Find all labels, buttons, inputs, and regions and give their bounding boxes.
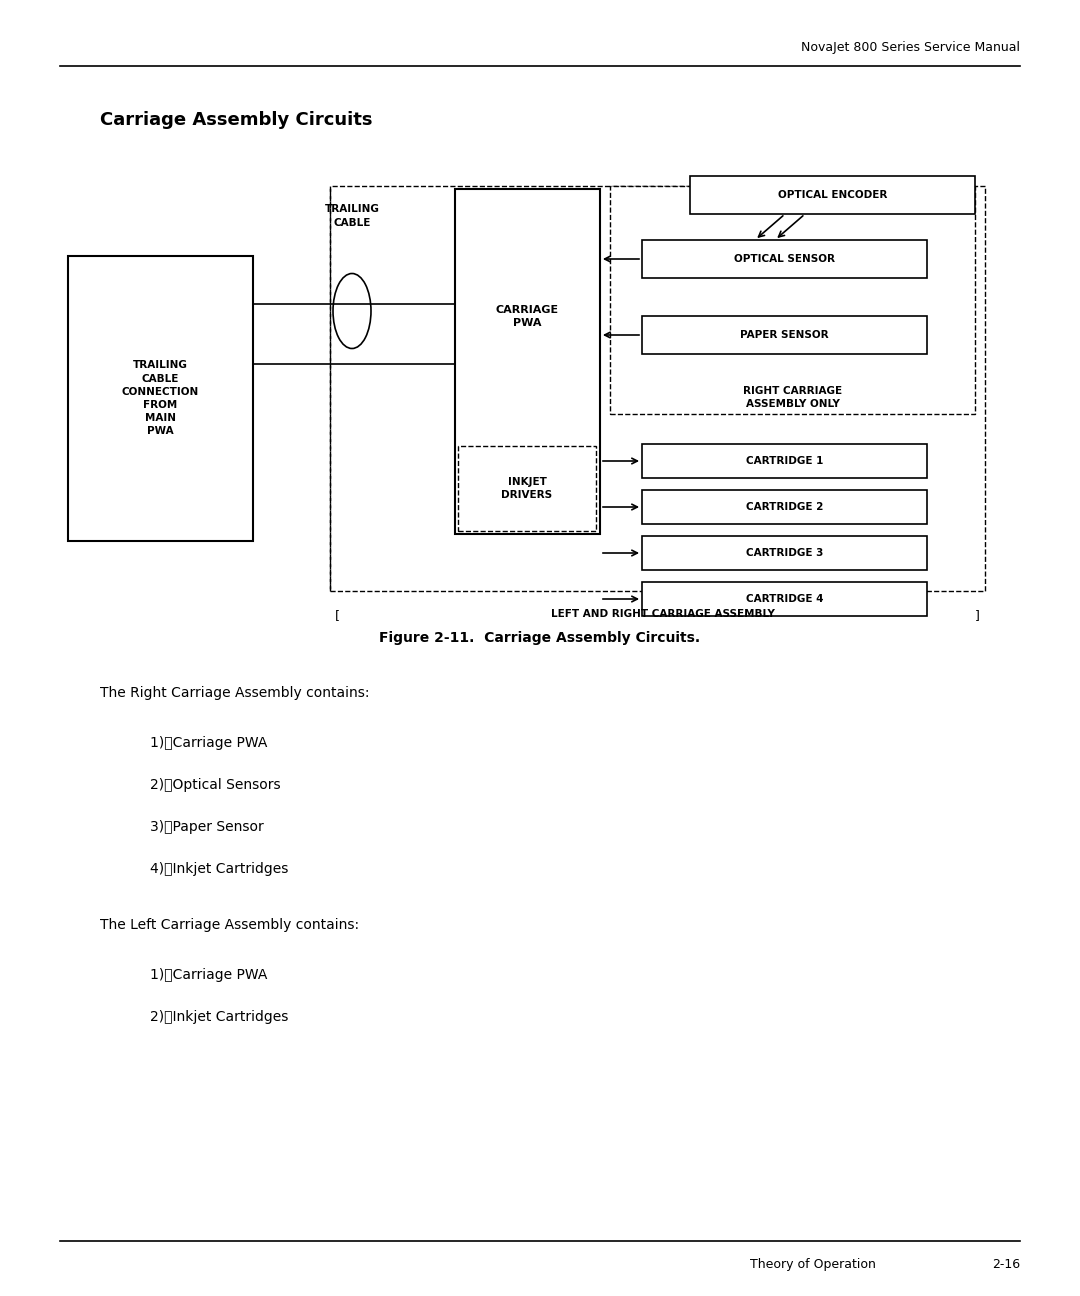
Text: [: [ (335, 609, 340, 622)
Text: The Right Carriage Assembly contains:: The Right Carriage Assembly contains: (100, 686, 369, 700)
Text: Carriage Assembly Circuits: Carriage Assembly Circuits (100, 111, 373, 130)
Bar (642, 316, 927, 354)
Ellipse shape (333, 273, 372, 349)
Text: The Left Carriage Assembly contains:: The Left Carriage Assembly contains: (100, 918, 360, 932)
Text: Figure 2-11.  Carriage Assembly Circuits.: Figure 2-11. Carriage Assembly Circuits. (379, 631, 701, 645)
Text: OPTICAL SENSOR: OPTICAL SENSOR (734, 254, 835, 264)
Text: CARRIAGE
PWA: CARRIAGE PWA (496, 305, 559, 328)
Text: INKJET
DRIVERS: INKJET DRIVERS (501, 477, 553, 500)
Bar (642, 582, 927, 616)
Text: TRAILING
CABLE
CONNECTION
FROM
MAIN
PWA: TRAILING CABLE CONNECTION FROM MAIN PWA (122, 360, 199, 437)
Bar (642, 445, 927, 478)
Text: 2-16: 2-16 (991, 1258, 1020, 1271)
Bar (610, 187, 975, 413)
Text: LEFT AND RIGHT CARRIAGE ASSEMBLY: LEFT AND RIGHT CARRIAGE ASSEMBLY (551, 609, 774, 619)
Text: NovaJet 800 Series Service Manual: NovaJet 800 Series Service Manual (801, 41, 1020, 54)
Bar (68, 257, 253, 540)
Text: OPTICAL ENCODER: OPTICAL ENCODER (778, 191, 887, 200)
Text: RIGHT CARRIAGE
ASSEMBLY ONLY: RIGHT CARRIAGE ASSEMBLY ONLY (743, 386, 842, 410)
Text: 1)	Carriage PWA: 1) Carriage PWA (150, 968, 268, 982)
Text: PAPER SENSOR: PAPER SENSOR (740, 330, 828, 340)
Text: 4)	Inkjet Cartridges: 4) Inkjet Cartridges (150, 862, 288, 876)
Text: CARTRIDGE 2: CARTRIDGE 2 (746, 502, 823, 512)
Bar (690, 176, 975, 214)
Text: CARTRIDGE 4: CARTRIDGE 4 (746, 594, 823, 604)
Bar (642, 240, 927, 279)
Bar (642, 490, 927, 524)
Bar (330, 187, 985, 591)
Bar (458, 446, 596, 531)
Bar (455, 189, 600, 534)
Text: Theory of Operation: Theory of Operation (750, 1258, 876, 1271)
Text: 1)	Carriage PWA: 1) Carriage PWA (150, 736, 268, 750)
Bar (642, 537, 927, 570)
Text: 2)	Inkjet Cartridges: 2) Inkjet Cartridges (150, 1010, 288, 1024)
Text: ]: ] (975, 609, 980, 622)
Text: CARTRIDGE 3: CARTRIDGE 3 (746, 548, 823, 559)
Text: 2)	Optical Sensors: 2) Optical Sensors (150, 778, 281, 792)
Text: CARTRIDGE 1: CARTRIDGE 1 (746, 456, 823, 467)
Text: TRAILING
CABLE: TRAILING CABLE (325, 205, 379, 228)
Text: 3)	Paper Sensor: 3) Paper Sensor (150, 820, 264, 835)
